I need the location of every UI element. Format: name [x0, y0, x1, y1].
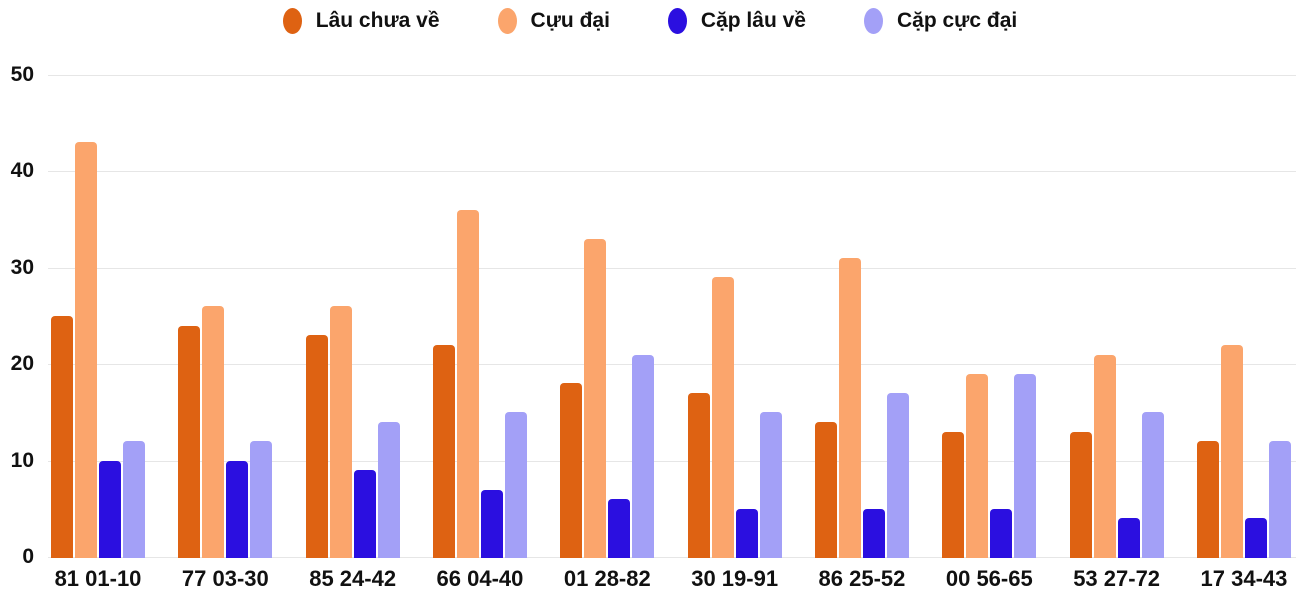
legend-item-lau-chua-ve[interactable]: Lâu chưa về: [282, 8, 440, 34]
gridline: [48, 364, 1296, 366]
bar[interactable]: [353, 470, 376, 558]
bar-group: 01 28-82: [560, 238, 655, 591]
bar-group: 53 27-72: [1069, 354, 1164, 591]
bar[interactable]: [942, 431, 965, 558]
x-tick-label: 17 34-43: [1200, 566, 1288, 591]
bar[interactable]: [687, 393, 710, 558]
bar[interactable]: [250, 441, 273, 558]
bar[interactable]: [75, 142, 97, 558]
bar[interactable]: [202, 306, 225, 558]
bar[interactable]: [966, 373, 989, 558]
y-tick-label: 0: [22, 545, 34, 568]
x-tick-label: 66 04-40: [436, 566, 524, 591]
x-tick-label: 30 19-91: [691, 566, 779, 591]
bar[interactable]: [123, 441, 145, 558]
x-tick-label: 53 27-72: [1073, 566, 1161, 591]
legend-swatch-icon: [282, 8, 302, 34]
x-tick-label: 86 25-52: [818, 566, 906, 591]
x-tick-label: 77 03-30: [181, 566, 269, 591]
bar-group: 66 04-40: [432, 209, 527, 591]
bar[interactable]: [51, 316, 73, 558]
legend-item-cuu-dai[interactable]: Cựu đại: [497, 8, 610, 34]
bar[interactable]: [456, 209, 479, 558]
gridline: [48, 460, 1296, 462]
y-tick-label: 20: [10, 352, 34, 376]
legend-label: Lâu chưa về: [315, 9, 440, 32]
y-tick-label: 30: [10, 255, 34, 279]
bar[interactable]: [886, 393, 909, 558]
bar[interactable]: [99, 460, 121, 558]
bar[interactable]: [814, 422, 837, 558]
legend-swatch-icon: [863, 8, 883, 34]
bar[interactable]: [432, 344, 455, 558]
bar[interactable]: [711, 277, 734, 558]
bar[interactable]: [759, 412, 782, 558]
gridline: [48, 557, 1296, 558]
bar-group: 81 01-10: [51, 142, 145, 591]
bar[interactable]: [632, 354, 655, 558]
legend-swatch-icon: [667, 8, 687, 34]
bar-group: 00 56-65: [942, 373, 1037, 591]
y-tick-label: 10: [10, 448, 34, 472]
bar[interactable]: [1014, 373, 1037, 558]
bar[interactable]: [1220, 344, 1243, 558]
bar[interactable]: [560, 383, 583, 558]
bar[interactable]: [504, 412, 527, 558]
bar[interactable]: [862, 508, 885, 558]
bar[interactable]: [226, 460, 249, 558]
bar[interactable]: [329, 306, 352, 558]
bar-groups-container: 81 01-10 77 03-30 85 24-42 66 04-40 01 28-82…: [51, 75, 1291, 591]
bar[interactable]: [735, 508, 758, 558]
y-tick-label: 50: [10, 63, 34, 86]
bar[interactable]: [1093, 354, 1116, 558]
bar[interactable]: [1244, 518, 1267, 558]
bar[interactable]: [1196, 441, 1219, 558]
bar[interactable]: [178, 325, 201, 558]
bar[interactable]: [480, 489, 503, 558]
bar[interactable]: [584, 238, 607, 558]
bar-group: 86 25-52: [814, 258, 909, 591]
bar-group: 77 03-30: [178, 306, 273, 591]
bar-group: 17 34-43: [1196, 344, 1291, 591]
bar-group: 85 24-42: [305, 306, 400, 591]
legend-label: Cặp cực đại: [896, 9, 1018, 32]
gridline: [48, 267, 1296, 269]
x-tick-label: 81 01-10: [54, 566, 142, 591]
x-tick-label: 85 24-42: [309, 566, 397, 591]
legend-label: Cặp lâu về: [700, 9, 806, 32]
x-tick-label: 00 56-65: [945, 566, 1033, 591]
y-tick-label: 40: [10, 159, 34, 183]
legend-label: Cựu đại: [530, 9, 610, 32]
gridline: [48, 171, 1296, 173]
chart-legend: Lâu chưa về Cựu đại Cặp lâu về Cặp cực đ…: [0, 8, 1300, 34]
bar-group: 30 19-91: [687, 277, 782, 591]
legend-swatch-icon: [497, 8, 517, 34]
bar[interactable]: [608, 499, 631, 558]
bar[interactable]: [305, 335, 328, 558]
bar[interactable]: [990, 508, 1013, 558]
bar[interactable]: [1141, 412, 1164, 558]
bar[interactable]: [1117, 518, 1140, 558]
legend-item-cap-cuc-dai[interactable]: Cặp cực đại: [863, 8, 1018, 34]
bar[interactable]: [1268, 441, 1291, 558]
bar[interactable]: [838, 258, 861, 558]
x-tick-label: 01 28-82: [563, 566, 651, 591]
gridline: [48, 75, 1296, 76]
bar[interactable]: [377, 422, 400, 558]
bar[interactable]: [1069, 431, 1092, 558]
legend-item-cap-lau-ve[interactable]: Cặp lâu về: [667, 8, 806, 34]
